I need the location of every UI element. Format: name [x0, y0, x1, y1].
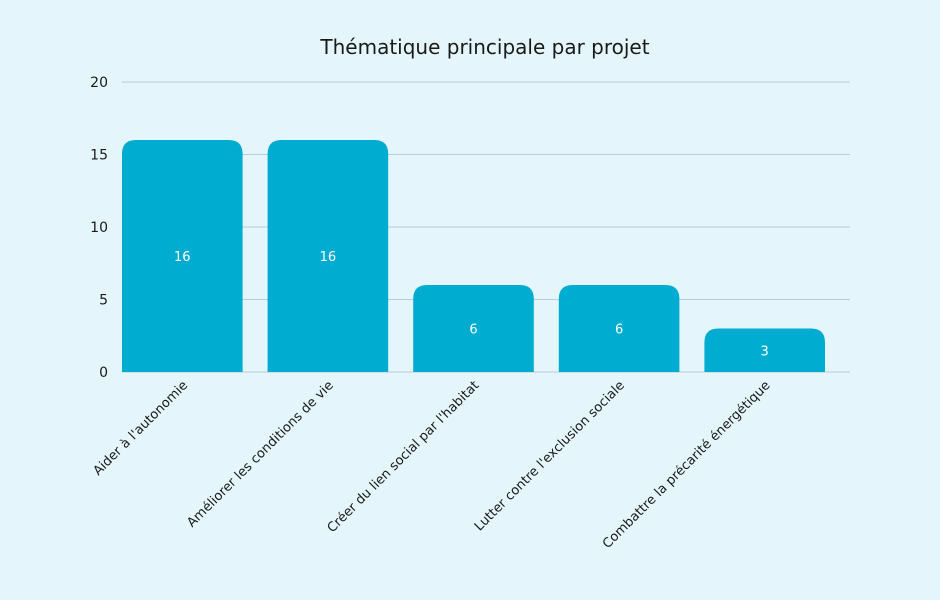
bar-value-label: 16	[320, 250, 337, 265]
bars	[122, 140, 825, 372]
y-tick-label: 15	[90, 148, 108, 164]
x-category-label: Améliorer les conditions de vie	[184, 378, 336, 530]
bar-value-labels: 16 16 6 6 3	[174, 250, 769, 359]
x-category-label: Créer du lien social par l'habitat	[325, 378, 483, 536]
y-tick-label: 20	[90, 75, 108, 91]
y-tick-label: 5	[99, 293, 108, 309]
bar-value-label: 3	[761, 344, 769, 359]
y-tick-label: 10	[90, 220, 108, 236]
bar	[558, 285, 680, 372]
bar-value-label: 16	[174, 250, 191, 265]
chart-title: Thématique principale par projet	[319, 35, 649, 59]
bar	[413, 285, 534, 372]
y-tick-label: 0	[99, 365, 108, 381]
bar-value-label: 6	[615, 323, 623, 338]
x-category-label: Aider à l'autonomie	[91, 378, 192, 479]
y-axis-ticks: 0 5 10 15 20	[90, 75, 108, 381]
bar	[267, 140, 389, 372]
x-category-label: Combattre la précarité énergétique	[600, 378, 774, 552]
x-category-label: Lutter contre l'exclusion sociale	[472, 378, 628, 534]
bar	[704, 328, 825, 372]
bar	[122, 140, 243, 372]
bar-value-label: 6	[469, 323, 477, 338]
